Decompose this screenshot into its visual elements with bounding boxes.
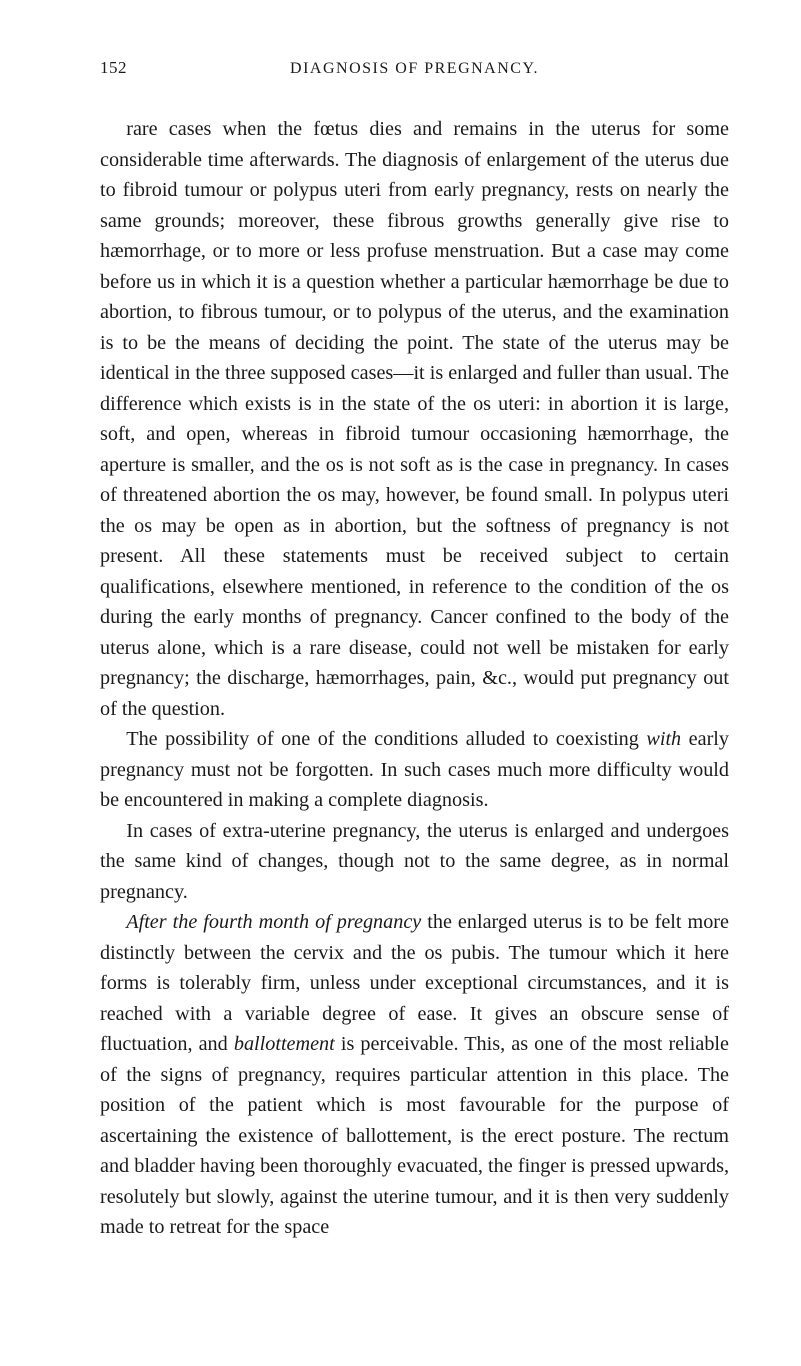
paragraph: After the fourth month of pregnancy the … bbox=[100, 907, 729, 1243]
paragraph: rare cases when the fœtus dies and remai… bbox=[100, 114, 729, 724]
book-page: 152 DIAGNOSIS OF PREGNANCY. rare cases w… bbox=[0, 0, 801, 1366]
paragraph: In cases of extra-uterine pregnancy, the… bbox=[100, 816, 729, 908]
body-text: rare cases when the fœtus dies and remai… bbox=[100, 114, 729, 1243]
running-title: DIAGNOSIS OF PREGNANCY. bbox=[100, 60, 729, 78]
running-head: 152 DIAGNOSIS OF PREGNANCY. bbox=[100, 58, 729, 78]
paragraph: The possibility of one of the conditions… bbox=[100, 724, 729, 816]
